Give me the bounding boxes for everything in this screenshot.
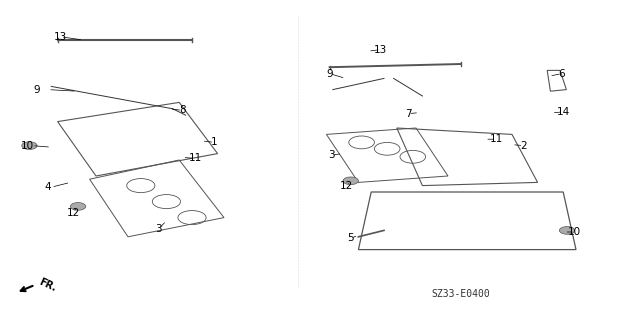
Text: 12: 12 <box>67 208 80 218</box>
Text: 3: 3 <box>156 224 162 234</box>
Circle shape <box>70 203 86 210</box>
Text: 7: 7 <box>405 108 412 119</box>
Circle shape <box>559 227 575 234</box>
Text: 12: 12 <box>340 180 353 191</box>
Text: 4: 4 <box>45 182 51 192</box>
Text: 6: 6 <box>559 68 565 79</box>
Text: 10: 10 <box>20 140 33 151</box>
Text: FR.: FR. <box>37 276 58 293</box>
Text: 1: 1 <box>211 137 218 148</box>
Text: 11: 11 <box>490 134 502 144</box>
Text: 5: 5 <box>348 233 354 244</box>
Text: 8: 8 <box>179 105 186 116</box>
Text: 10: 10 <box>568 227 581 237</box>
Text: 2: 2 <box>520 140 527 151</box>
Circle shape <box>343 177 358 185</box>
Text: 9: 9 <box>326 68 333 79</box>
Text: 13: 13 <box>54 32 67 42</box>
Text: 14: 14 <box>557 107 570 117</box>
Text: 9: 9 <box>34 84 40 95</box>
Text: 3: 3 <box>328 150 335 160</box>
Text: 13: 13 <box>374 44 387 55</box>
Text: SZ33-E0400: SZ33-E0400 <box>431 289 490 300</box>
Circle shape <box>22 142 37 149</box>
Text: 11: 11 <box>189 153 202 164</box>
